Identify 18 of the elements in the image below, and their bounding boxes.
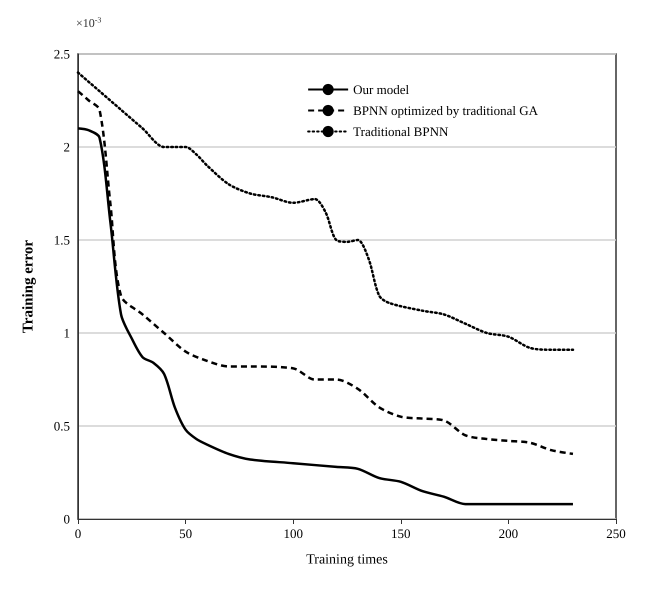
x-tick-label: 150 [391, 526, 411, 541]
y-tick-label: 1.5 [54, 232, 70, 248]
x-tick-label: 250 [606, 526, 626, 541]
x-tick-label: 200 [498, 526, 518, 541]
y-tick-label: 0.5 [54, 418, 70, 434]
legend-label: BPNN optimized by traditional GA [353, 103, 539, 118]
x-tick-label: 100 [283, 526, 303, 541]
y-tick-label: 0 [64, 512, 70, 526]
line-series [76, 71, 574, 351]
x-axis-title: Training times [306, 552, 388, 568]
y-tick-label: 1 [64, 326, 70, 340]
x-tick-label: 50 [179, 526, 192, 541]
legend-label: Our model [353, 82, 410, 97]
legend-label: Traditional BPNN [353, 124, 449, 139]
y-axis-title: Training error [20, 240, 36, 334]
y-tick-label: 2.5 [54, 46, 70, 62]
x-tick-label: 0 [74, 526, 82, 541]
y-tick-label: 2 [64, 140, 70, 154]
